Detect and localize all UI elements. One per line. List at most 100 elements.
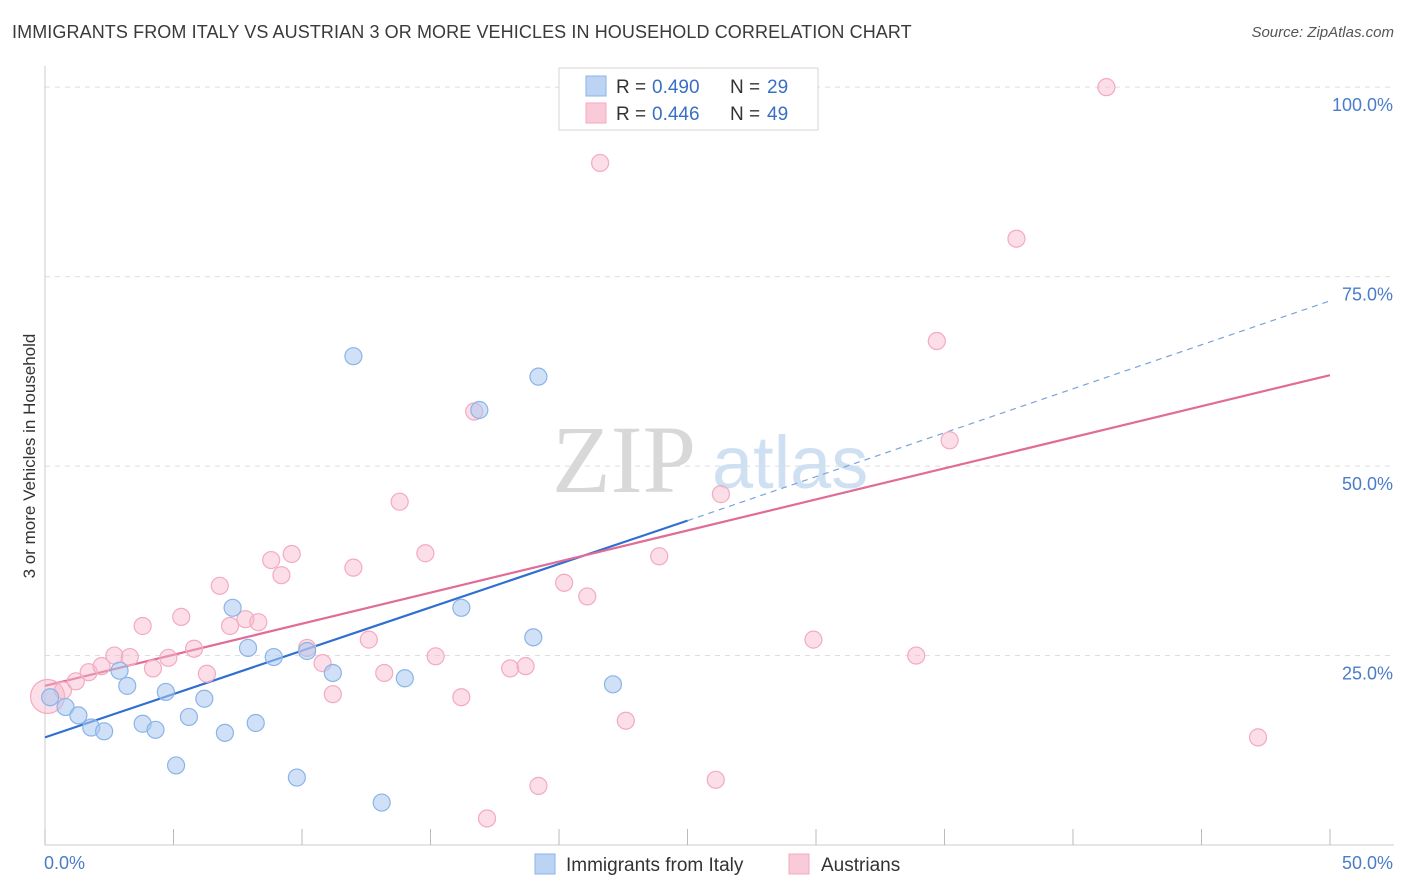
gridlines bbox=[45, 86, 1394, 657]
y-tick-label-2: 75.0% bbox=[1342, 285, 1393, 305]
point-italy-14 bbox=[223, 598, 242, 617]
point-italy-18 bbox=[287, 768, 306, 787]
point-austrians-26 bbox=[390, 492, 409, 511]
point-italy-6 bbox=[118, 676, 137, 695]
point-austrians-41 bbox=[711, 485, 731, 504]
point-italy-25 bbox=[470, 400, 489, 420]
point-austrians-27 bbox=[416, 544, 435, 563]
point-austrians-8 bbox=[143, 659, 163, 678]
point-italy-23 bbox=[395, 669, 414, 688]
point-italy-27 bbox=[529, 367, 548, 386]
legend-n-label-austrians: N = bbox=[730, 104, 760, 125]
point-italy-4 bbox=[95, 722, 114, 741]
point-austrians-12 bbox=[197, 664, 217, 683]
point-austrians-10 bbox=[172, 607, 191, 626]
point-austrians-9 bbox=[159, 648, 178, 667]
x-tick-label-0: 0.0% bbox=[44, 853, 85, 873]
axes bbox=[44, 66, 1394, 846]
data-points bbox=[29, 78, 1268, 828]
legend-n-value-italy: 29 bbox=[767, 77, 788, 98]
point-austrians-31 bbox=[477, 809, 497, 828]
point-italy-5 bbox=[110, 661, 129, 680]
point-italy-13 bbox=[215, 723, 234, 742]
point-austrians-24 bbox=[359, 630, 378, 649]
point-italy-20 bbox=[323, 663, 342, 683]
point-italy-11 bbox=[179, 707, 199, 727]
point-austrians-5 bbox=[105, 646, 124, 665]
point-austrians-33 bbox=[516, 657, 535, 676]
point-italy-1 bbox=[56, 697, 75, 717]
point-italy-10 bbox=[166, 756, 186, 775]
point-italy-21 bbox=[344, 347, 363, 366]
point-austrians-37 bbox=[591, 153, 610, 173]
legend-box: R = 0.490 N = 29 R = 0.446 N = 49 bbox=[558, 67, 819, 131]
point-austrians-46 bbox=[940, 431, 959, 450]
point-austrians-45 bbox=[927, 331, 946, 351]
point-austrians-16 bbox=[249, 613, 268, 632]
point-austrians-35 bbox=[555, 573, 574, 592]
point-austrians-13 bbox=[210, 576, 229, 595]
point-austrians-2 bbox=[66, 672, 85, 691]
chart-title: IMMIGRANTS FROM ITALY VS AUSTRIAN 3 OR M… bbox=[12, 22, 912, 42]
point-italy-16 bbox=[246, 713, 265, 733]
point-italy-22 bbox=[372, 793, 391, 812]
point-austrians-23 bbox=[344, 558, 363, 577]
point-italy-26 bbox=[524, 628, 543, 647]
watermark-atlas: atlas bbox=[712, 421, 868, 504]
point-austrians-32 bbox=[501, 659, 520, 678]
legend-r-value-austrians: 0.446 bbox=[652, 104, 700, 125]
point-italy-9 bbox=[156, 682, 175, 702]
legend-r-label-austrians: R = bbox=[616, 104, 646, 125]
bottom-legend-swatch-austrians bbox=[788, 853, 810, 875]
legend-r-value-italy: 0.490 bbox=[652, 77, 700, 98]
point-austrians-36 bbox=[578, 587, 597, 606]
point-austrians-6 bbox=[120, 647, 139, 667]
y-tick-label-3: 100.0% bbox=[1332, 95, 1393, 115]
point-austrians-22 bbox=[323, 685, 342, 704]
point-austrians-28 bbox=[426, 647, 445, 666]
legend-swatch-italy bbox=[585, 75, 607, 97]
point-italy-12 bbox=[195, 689, 214, 708]
y-tick-labels: 25.0% 50.0% 75.0% 100.0% bbox=[1332, 95, 1393, 683]
watermark: ZIP atlas bbox=[552, 406, 868, 513]
bottom-legend-label-italy: Immigrants from Italy bbox=[566, 855, 744, 876]
point-austrians-19 bbox=[282, 544, 301, 564]
point-austrians-38 bbox=[616, 711, 635, 730]
point-austrians-34 bbox=[529, 776, 548, 795]
bottom-legend-label-austrians: Austrians bbox=[821, 855, 900, 876]
legend-n-label-italy: N = bbox=[730, 77, 760, 98]
point-austrians-44 bbox=[907, 646, 926, 665]
legend-swatch-austrians bbox=[585, 102, 607, 124]
y-tick-label-0: 25.0% bbox=[1342, 664, 1393, 684]
point-italy-8 bbox=[146, 720, 165, 739]
point-italy-2 bbox=[69, 706, 88, 725]
point-italy-0 bbox=[41, 688, 60, 707]
legend-r-label-italy: R = bbox=[616, 77, 646, 98]
point-austrians-11 bbox=[184, 639, 204, 658]
point-austrians-48 bbox=[1097, 78, 1116, 97]
point-italy-19 bbox=[298, 641, 317, 661]
point-austrians-40 bbox=[706, 770, 725, 789]
source-label: Source: ZipAtlas.com bbox=[1251, 24, 1394, 41]
watermark-zip: ZIP bbox=[552, 406, 696, 513]
trendline-austrians bbox=[44, 374, 1331, 687]
y-tick-label-1: 50.0% bbox=[1342, 474, 1393, 494]
point-austrians-43 bbox=[804, 630, 823, 649]
point-austrians-18 bbox=[272, 566, 291, 585]
trend-lines bbox=[44, 300, 1331, 739]
point-italy-28 bbox=[603, 675, 623, 694]
point-austrians-17 bbox=[262, 550, 281, 570]
point-austrians-7 bbox=[133, 616, 152, 636]
point-austrians-14 bbox=[220, 616, 240, 636]
point-austrians-4 bbox=[92, 657, 111, 676]
point-austrians-29 bbox=[452, 688, 471, 707]
point-italy-17 bbox=[264, 647, 283, 667]
trendline-italy-extension bbox=[687, 300, 1331, 522]
legend-n-value-austrians: 49 bbox=[767, 104, 788, 125]
point-austrians-47 bbox=[1007, 229, 1026, 248]
point-austrians-25 bbox=[375, 663, 394, 683]
x-tick-labels: 0.0% 50.0% bbox=[44, 853, 1393, 873]
x-tick-label-1: 50.0% bbox=[1342, 853, 1393, 873]
bottom-legend: Immigrants from Italy Austrians bbox=[534, 853, 900, 876]
